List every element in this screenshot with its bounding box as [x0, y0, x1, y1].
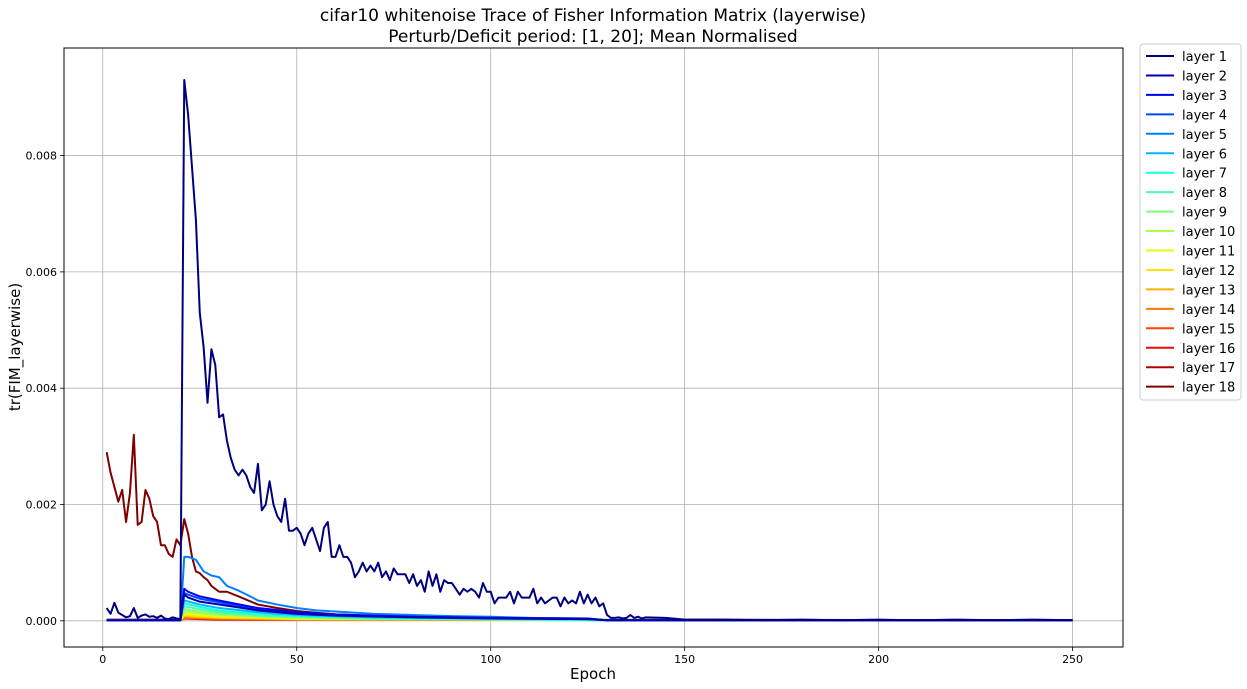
legend-label-layer-4: layer 4 [1182, 108, 1227, 123]
x-axis-label: Epoch [570, 665, 616, 683]
x-tick-label: 50 [290, 653, 304, 666]
x-tick-label: 250 [1062, 653, 1083, 666]
x-tick-label: 0 [99, 653, 106, 666]
legend: layer 1 layer 2 layer 3 layer 4 layer 5 layer… [1139, 43, 1242, 401]
legend-label-layer-17: layer 17 [1182, 361, 1235, 376]
legend-label-layer-15: layer 15 [1182, 322, 1235, 337]
grid [64, 48, 1123, 647]
x-axis-ticks: 0 50 100 150 200 250 [99, 647, 1083, 666]
plot-lines [105, 78, 1073, 622]
legend-label-layer-10: layer 10 [1182, 225, 1235, 240]
legend-label-layer-9: layer 9 [1182, 206, 1227, 221]
legend-label-layer-8: layer 8 [1182, 186, 1227, 201]
y-axis-ticks: 0.000 0.002 0.004 0.006 0.008 [26, 150, 64, 628]
legend-label-layer-1: layer 1 [1182, 50, 1227, 65]
y-axis-label: tr(FIM_layerwise) [6, 283, 25, 411]
chart-title: cifar10 whitenoise Trace of Fisher Infor… [320, 6, 866, 26]
y-tick-label: 0.002 [26, 499, 58, 512]
series-line-layer-5 [106, 555, 1073, 622]
x-tick-label: 200 [868, 653, 889, 666]
legend-label-layer-6: layer 6 [1182, 147, 1227, 162]
legend-label-layer-14: layer 14 [1182, 303, 1235, 318]
chart-subtitle: Perturb/Deficit period: [1, 20]; Mean No… [388, 27, 797, 47]
legend-label-layer-11: layer 11 [1182, 245, 1235, 260]
plot-area-frame [63, 47, 1124, 648]
legend-label-layer-7: layer 7 [1182, 167, 1227, 182]
series-line-layer-1 [105, 78, 1073, 622]
y-tick-label: 0.004 [26, 382, 58, 395]
y-tick-label: 0.008 [26, 150, 58, 163]
legend-label-layer-16: layer 16 [1182, 342, 1235, 357]
legend-label-layer-5: layer 5 [1182, 128, 1227, 143]
legend-label-layer-3: layer 3 [1182, 89, 1227, 104]
x-tick-label: 150 [674, 653, 695, 666]
series-line-layer-18 [105, 433, 1073, 622]
y-tick-label: 0.000 [26, 615, 58, 628]
series-line-layer-2 [106, 593, 1073, 622]
legend-label-layer-2: layer 2 [1182, 69, 1227, 84]
legend-label-layer-18: layer 18 [1182, 381, 1235, 396]
legend-label-layer-12: layer 12 [1182, 264, 1235, 279]
legend-label-layer-13: layer 13 [1182, 283, 1235, 298]
x-tick-label: 100 [480, 653, 501, 666]
y-tick-label: 0.006 [26, 266, 58, 279]
